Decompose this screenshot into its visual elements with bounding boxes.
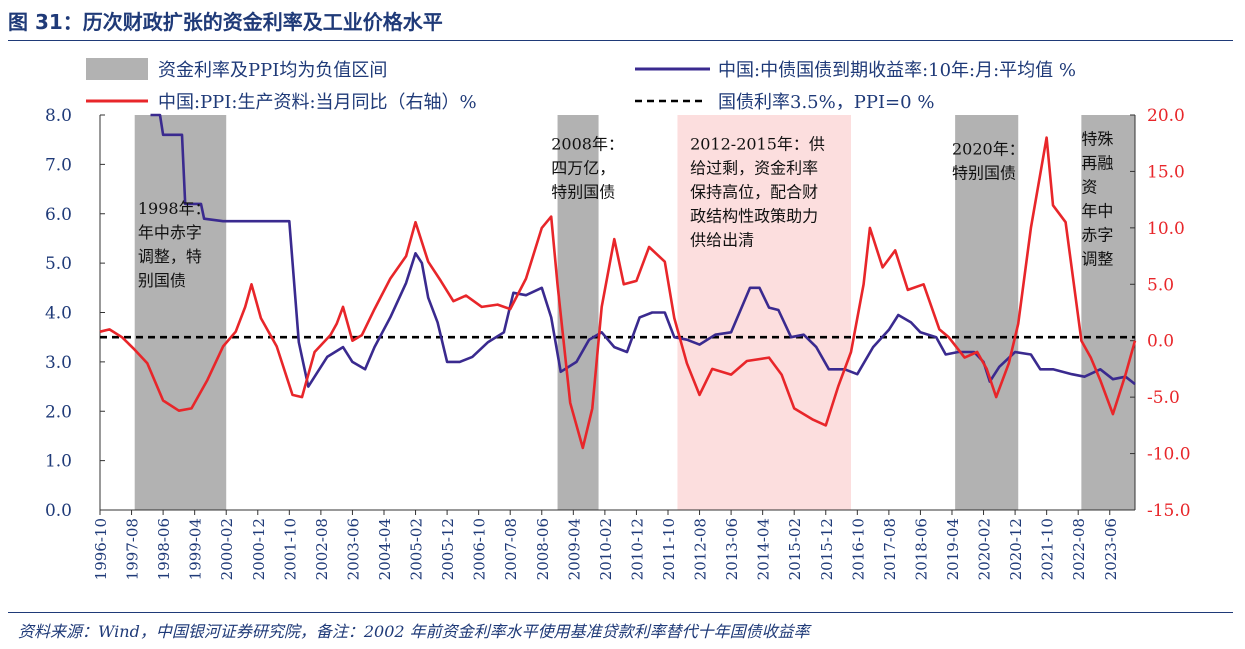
x-tick-label: 2010-12 <box>628 518 646 580</box>
x-tick-label: 2004-04 <box>376 518 394 580</box>
y-left-tick-label: 0.0 <box>45 501 72 521</box>
annotation-text: 再融 <box>1081 154 1113 173</box>
y-right-tick-label: 20.0 <box>1147 106 1185 126</box>
annotation-text: 年中 <box>1081 202 1113 221</box>
annotation-text: 2008年： <box>551 135 624 154</box>
x-tick-label: 2015-12 <box>818 518 836 580</box>
annotations: 1998年：年中赤字调整，特别国债2008年：四万亿，特别国债2012-2015… <box>138 130 1114 290</box>
x-tick-label: 2003-06 <box>344 518 362 580</box>
annotation-text: 调整，特 <box>138 247 202 266</box>
shaded-regions <box>134 115 1135 510</box>
x-tick-label: 1998-06 <box>155 518 173 580</box>
y-left-tick-label: 6.0 <box>45 205 72 225</box>
figure-title: 图 31：历次财政扩张的资金利率及工业价格水平 <box>8 10 443 34</box>
annotation-text: 四万亿， <box>551 159 615 178</box>
x-tick-label: 2010-02 <box>597 518 615 580</box>
legend-bond-label: 中国:中债国债到期收益率:10年:月:平均值 % <box>718 60 1076 81</box>
y-left-tick-label: 5.0 <box>45 254 72 274</box>
x-tick-label: 2005-02 <box>408 518 426 580</box>
annotation-text: 给过剩，资金利率 <box>690 159 818 178</box>
x-tick-label: 2020-02 <box>976 518 994 580</box>
shade-gray-region <box>557 115 599 510</box>
x-tick-label: 2020-12 <box>1007 518 1025 580</box>
x-tick-label: 2014-04 <box>755 518 773 580</box>
x-tick-label: 2021-10 <box>1039 518 1057 580</box>
y-left-tick-label: 3.0 <box>45 353 72 373</box>
x-tick-label: 2006-10 <box>471 518 489 580</box>
annotation-text: 特别国债 <box>551 183 615 202</box>
annotation-text: 资 <box>1081 178 1097 197</box>
y-right-tick-label: 15.0 <box>1147 162 1185 182</box>
series-group <box>99 113 1137 450</box>
annotation-text: 赤字 <box>1081 226 1113 245</box>
x-tick-label: 2011-10 <box>660 518 678 580</box>
y-right-tick-label: -5.0 <box>1147 388 1180 408</box>
x-tick-label: 2008-06 <box>534 518 552 580</box>
legend-gray-swatch <box>86 58 148 80</box>
source-rule <box>8 612 1233 613</box>
shade-pink-region <box>677 115 852 510</box>
y-left-tick-label: 4.0 <box>45 304 72 324</box>
x-tick-label: 2005-12 <box>439 518 457 580</box>
x-tick-label: 2016-10 <box>849 518 867 580</box>
annotation-text: 2012-2015年：供 <box>690 135 825 154</box>
x-tick-label: 2000-12 <box>250 518 268 580</box>
shade-gray-region <box>134 115 227 510</box>
annotation-text: 特殊 <box>1081 130 1113 149</box>
annotation-text: 2020年： <box>952 140 1025 159</box>
annotation-text: 年中赤字 <box>138 223 202 242</box>
legend: 资金利率及PPI均为负值区间 中国:中债国债到期收益率:10年:月:平均值 % 中国… <box>86 58 1076 113</box>
x-tick-label: 2009-04 <box>565 518 583 580</box>
x-tick-label: 2012-08 <box>692 518 710 580</box>
y-right-tick-label: 10.0 <box>1147 219 1185 239</box>
x-tick-label: 2015-02 <box>786 518 804 580</box>
annotation-text: 政结构性政策助力 <box>690 207 818 226</box>
x-tick-label: 2000-02 <box>218 518 236 580</box>
shade-gray-region <box>1081 115 1135 510</box>
y-right-tick-label: -15.0 <box>1147 501 1191 521</box>
x-tick-label: 1999-04 <box>187 518 205 580</box>
legend-ref-label: 国债利率3.5%，PPI=0 % <box>718 92 934 113</box>
x-tick-label: 2001-10 <box>281 518 299 580</box>
source-note: 资料来源：Wind，中国银河证券研究院，备注：2002 年前资金利率水平使用基准… <box>18 622 810 641</box>
annotation-text: 调整 <box>1081 250 1113 269</box>
x-tick-label: 2022-08 <box>1070 518 1088 580</box>
y-left-tick-label: 2.0 <box>45 402 72 422</box>
x-tick-label: 1996-10 <box>92 518 110 580</box>
x-tick-label: 2017-08 <box>881 518 899 580</box>
annotation-text: 特别国债 <box>952 164 1016 183</box>
y-left-tick-label: 1.0 <box>45 452 72 472</box>
y-left-tick-label: 8.0 <box>45 106 72 126</box>
annotation-text: 供给出清 <box>690 231 754 250</box>
x-tick-label: 2007-08 <box>502 518 520 580</box>
x-tick-label: 2023-06 <box>1102 518 1120 580</box>
x-tick-label: 2019-04 <box>944 518 962 580</box>
annotation-text: 别国债 <box>138 271 186 290</box>
y-right-tick-label: 0.0 <box>1147 332 1174 352</box>
title-rule <box>8 40 1233 41</box>
ppi-line <box>99 136 1137 450</box>
annotation-text: 保持高位，配合财 <box>690 183 818 202</box>
annotation-text: 1998年： <box>138 199 211 218</box>
x-tick-label: 2013-06 <box>723 518 741 580</box>
x-tick-label: 2002-08 <box>313 518 331 580</box>
y-left-tick-label: 7.0 <box>45 155 72 175</box>
axes: 0.0 1.0 2.0 3.0 4.0 5.0 6.0 7.0 8.0 -15.0 -10.0 -5.… <box>45 106 1191 580</box>
legend-ppi-label: 中国:PPI:生产资料:当月同比（右轴）% <box>158 92 477 113</box>
shade-gray-region <box>955 115 1019 510</box>
x-tick-label: 1997-08 <box>124 518 142 580</box>
legend-gray-label: 资金利率及PPI均为负值区间 <box>158 60 387 81</box>
y-right-tick-label: 5.0 <box>1147 275 1174 295</box>
y-right-tick-label: -10.0 <box>1147 445 1191 465</box>
x-tick-label: 2018-06 <box>912 518 930 580</box>
